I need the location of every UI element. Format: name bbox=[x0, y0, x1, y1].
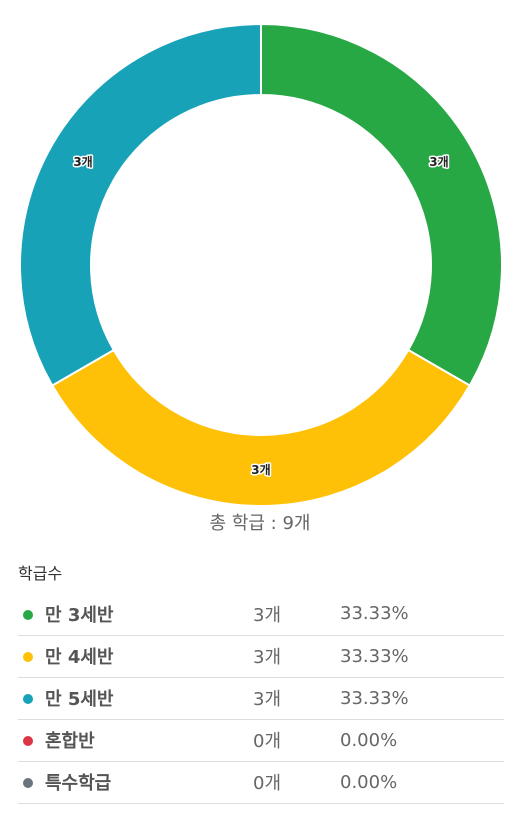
legend-percent: 33.33% bbox=[340, 645, 409, 667]
legend-count: 3개 bbox=[253, 604, 282, 626]
legend-percent: 0.00% bbox=[340, 729, 398, 751]
legend-count: 0개 bbox=[253, 731, 282, 752]
legend-percent: 33.33% bbox=[340, 603, 409, 625]
legend-percent: 0.00% bbox=[340, 771, 398, 793]
legend-dot bbox=[23, 652, 33, 662]
legend-name: 혼합반 bbox=[45, 731, 95, 752]
legend-dot bbox=[23, 736, 33, 746]
donut-chart: 3개 3개 3개 bbox=[19, 22, 503, 507]
legend-name: 특수학급 bbox=[45, 773, 112, 794]
legend-name: 만 5세반 bbox=[45, 689, 114, 710]
legend-dot bbox=[23, 778, 33, 788]
total-classes-label: 총 학급 : 9개 bbox=[209, 513, 311, 534]
donut-slice bbox=[50, 348, 472, 507]
legend-row: 특수학급 0개 0.00% bbox=[18, 761, 504, 803]
legend-table: 만 3세반 3개 33.33% 만 4세반 3개 33.33% 만 5세반 3개… bbox=[18, 593, 504, 804]
legend-dot bbox=[23, 694, 33, 704]
donut-slice bbox=[19, 22, 262, 387]
legend-percent: 33.33% bbox=[340, 687, 409, 709]
slice-label: 3개 bbox=[251, 463, 270, 477]
legend-row: 혼합반 0개 0.00% bbox=[18, 719, 504, 761]
legend-count: 3개 bbox=[253, 647, 282, 668]
legend-count: 3개 bbox=[253, 689, 282, 710]
legend-row: 만 4세반 3개 33.33% bbox=[18, 635, 504, 677]
legend-row: 만 5세반 3개 33.33% bbox=[18, 677, 504, 719]
legend-dot bbox=[23, 609, 33, 620]
legend-name: 만 4세반 bbox=[45, 647, 114, 668]
legend-row: 만 3세반 3개 33.33% bbox=[18, 593, 504, 635]
slice-label: 3개 bbox=[429, 155, 448, 169]
slice-label: 3개 bbox=[73, 155, 92, 169]
legend-name: 만 3세반 bbox=[45, 604, 114, 626]
donut-slice bbox=[260, 22, 503, 387]
section-title: 학급수 bbox=[18, 564, 63, 583]
legend-count: 0개 bbox=[253, 773, 282, 794]
